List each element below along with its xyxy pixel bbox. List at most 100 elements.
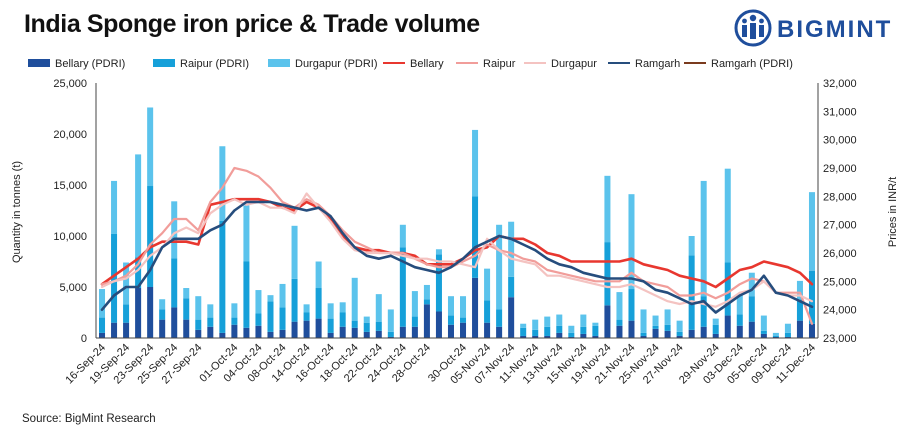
- bar-segment: [159, 309, 166, 320]
- bar-segment: [351, 277, 358, 321]
- bar-segment: [447, 315, 454, 325]
- bar-segment: [688, 255, 695, 330]
- bar-segment: [291, 278, 298, 322]
- bar-segment: [243, 205, 250, 262]
- bar-segment: [363, 331, 370, 338]
- x-axis: 16-Sep-2419-Sep-2423-Sep-2425-Sep-2427-S…: [63, 337, 818, 386]
- bar-segment: [676, 331, 683, 336]
- chart-title: India Sponge iron price & Trade volume: [24, 10, 480, 38]
- bigmint-logo: BIGMINT: [733, 8, 903, 50]
- bar-segment: [712, 333, 719, 338]
- bar-segment: [664, 330, 671, 338]
- bar-segment: [327, 332, 334, 338]
- bar-segment: [207, 326, 214, 338]
- bar-segment: [339, 312, 346, 327]
- bar-segment: [195, 329, 202, 338]
- bar-segment: [724, 315, 731, 338]
- logo-text: BIGMINT: [777, 16, 893, 43]
- left-tick-label: 20,000: [53, 129, 87, 141]
- bar-segment: [496, 326, 503, 338]
- bar-segment: [508, 297, 515, 338]
- bar-segment: [592, 335, 599, 338]
- bar-segment: [544, 316, 551, 327]
- bar-segment: [99, 317, 106, 333]
- bar-segment: [460, 317, 467, 323]
- legend-label: Bellary (PDRI): [55, 58, 125, 70]
- right-tick-label: 25,000: [823, 276, 857, 288]
- right-tick-label: 26,000: [823, 248, 857, 260]
- bar-segment: [435, 254, 442, 312]
- bar-segment: [652, 315, 659, 326]
- bar-segment: [447, 324, 454, 338]
- bar-segment: [171, 258, 178, 308]
- bar-segment: [532, 319, 539, 330]
- bar-segment: [387, 336, 394, 338]
- bar-segment: [219, 220, 226, 333]
- bar-segment: [135, 154, 142, 258]
- bar-segment: [123, 322, 130, 338]
- bar-segment: [267, 295, 274, 302]
- legend-swatch: [153, 59, 175, 67]
- bar-segment: [532, 329, 539, 336]
- bar-segment: [628, 320, 635, 338]
- bar-segment: [243, 261, 250, 328]
- legend-label: Bellary: [410, 58, 444, 70]
- legend: Bellary (PDRI) Raipur (PDRI) Durgapur (PDR…: [28, 58, 793, 70]
- bar-segment: [303, 312, 310, 321]
- bar-segment: [195, 319, 202, 330]
- legend-label: Ramgarh: [635, 58, 680, 70]
- right-tick-label: 28,000: [823, 191, 857, 203]
- bar-segment: [147, 287, 154, 338]
- bar-segment: [315, 261, 322, 289]
- bar-segment: [688, 236, 695, 256]
- bar-segment: [580, 314, 587, 327]
- legend-label: Ramgarh (PDRI): [711, 58, 793, 70]
- bar-segment: [291, 225, 298, 279]
- bar-segment: [183, 288, 190, 299]
- bar-segment: [568, 325, 575, 333]
- bar-segment: [484, 322, 491, 338]
- bar-segment: [411, 316, 418, 327]
- left-axis: 0 5,000 10,000 15,000 20,000 25,000: [53, 78, 97, 345]
- bar-segment: [568, 332, 575, 337]
- bar-segment: [147, 186, 154, 287]
- bar-segment: [460, 296, 467, 318]
- bar-segment: [411, 291, 418, 317]
- right-tick-label: 29,000: [823, 163, 857, 175]
- bar-segment: [279, 329, 286, 338]
- bar-segment: [231, 324, 238, 338]
- bar-segment: [760, 315, 767, 331]
- bar-segment: [580, 326, 587, 334]
- right-tick-label: 32,000: [823, 78, 857, 90]
- bar-segment: [279, 307, 286, 330]
- bar-segment: [556, 325, 563, 333]
- bar-segment: [267, 331, 274, 338]
- right-tick-label: 24,000: [823, 305, 857, 317]
- bar-segment: [387, 331, 394, 337]
- bar-segment: [255, 325, 262, 338]
- left-tick-label: 0: [81, 333, 87, 345]
- bar-segment: [484, 300, 491, 323]
- bar-segment: [520, 327, 527, 336]
- bar-segment: [399, 247, 406, 327]
- bar-segment: [159, 299, 166, 310]
- bar-segment: [291, 321, 298, 338]
- bar-segment: [796, 299, 803, 321]
- bar-segment: [207, 304, 214, 318]
- bar-segment: [628, 194, 635, 290]
- bar-segment: [784, 336, 791, 338]
- bar-segment: [604, 175, 611, 243]
- bar-segment: [123, 262, 130, 305]
- bar-segment: [496, 309, 503, 327]
- bar-segment: [664, 324, 671, 331]
- y-axis-label-left: Quantity in tonnes (t): [11, 161, 23, 263]
- lines-layer: [100, 166, 814, 325]
- bar-segment: [640, 335, 647, 338]
- bar-segment: [568, 336, 575, 338]
- left-tick-label: 25,000: [53, 78, 87, 90]
- bar-segment: [255, 290, 262, 314]
- bar-segment: [171, 201, 178, 259]
- bar-segment: [219, 146, 226, 221]
- bar-segment: [351, 327, 358, 338]
